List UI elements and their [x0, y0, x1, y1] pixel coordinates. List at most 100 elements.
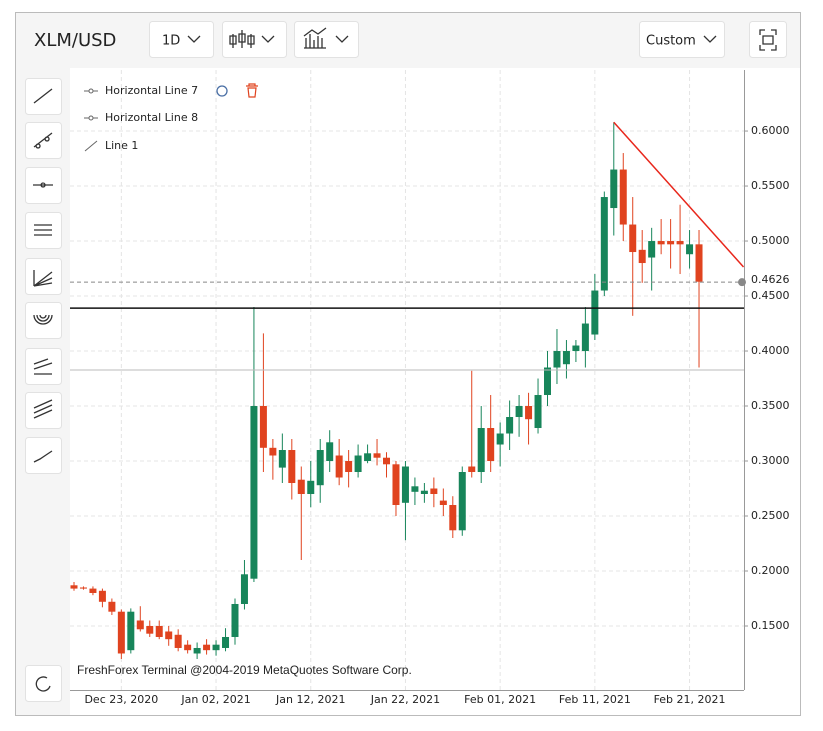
- candle-body: [477, 428, 485, 473]
- candle-body: [174, 634, 182, 648]
- candle-body: [619, 169, 627, 225]
- candle-body: [468, 466, 476, 473]
- candle-body: [439, 500, 447, 506]
- candle-body: [288, 450, 296, 484]
- fullscreen-icon: [759, 29, 777, 51]
- tool-icon: [33, 270, 53, 287]
- candle-body: [610, 169, 618, 209]
- candle-body: [240, 574, 248, 604]
- drawing-item[interactable]: Horizontal Line 8: [105, 111, 198, 124]
- delete-icon[interactable]: [246, 83, 258, 98]
- candle-body: [648, 241, 656, 258]
- y-tick-label: 0.6000: [751, 124, 790, 137]
- candle-body: [364, 453, 372, 462]
- tool[interactable]: [25, 437, 62, 474]
- settings-icon[interactable]: [216, 85, 228, 97]
- candle-body: [269, 447, 277, 456]
- x-tick-label: Feb 01, 2021: [464, 693, 536, 706]
- line-icon: [84, 140, 98, 152]
- indicators-button[interactable]: [294, 21, 359, 58]
- candle-body: [212, 644, 220, 651]
- chart-area: [70, 68, 800, 715]
- x-tick-label: Jan 22, 2021: [370, 693, 440, 706]
- y-tick-label: 0.5500: [751, 179, 790, 192]
- candle-body: [127, 611, 135, 651]
- candle-body: [297, 479, 305, 495]
- tool[interactable]: [25, 122, 62, 159]
- candle-body: [695, 244, 703, 282]
- candle-body: [657, 241, 665, 245]
- current-price-label: 0.4626: [751, 273, 790, 286]
- drawing-item[interactable]: Horizontal Line 7: [105, 84, 198, 97]
- tool[interactable]: [25, 392, 62, 429]
- candle-icon: [229, 30, 255, 48]
- candle-body: [146, 625, 154, 634]
- drawing-item[interactable]: Line 1: [105, 139, 138, 152]
- candle-body: [231, 603, 239, 637]
- y-tick-label: 0.3000: [751, 454, 790, 467]
- tool-buttons: [25, 78, 62, 702]
- candle-body: [430, 488, 438, 495]
- x-tick-label: Feb 11, 2021: [559, 693, 631, 706]
- candle-body: [581, 323, 589, 352]
- candle-body: [184, 644, 192, 651]
- view: Custom: [646, 34, 696, 49]
- chevron: [261, 35, 275, 43]
- chevron: [703, 35, 717, 43]
- timeframe: 1D: [162, 34, 180, 49]
- chevron: [335, 35, 349, 43]
- chevron: [187, 35, 201, 43]
- candle-body: [383, 457, 391, 465]
- indicator-icon: [303, 27, 327, 49]
- candle-body: [600, 197, 608, 291]
- tool[interactable]: [25, 665, 62, 702]
- trend-line: [613, 121, 745, 268]
- y-tick-label: 0.3500: [751, 399, 790, 412]
- candle-body: [316, 450, 324, 486]
- candle-body: [307, 480, 315, 495]
- tool[interactable]: [25, 78, 62, 115]
- candle-body: [496, 433, 504, 445]
- y-tick-label: 0.1500: [751, 619, 790, 632]
- candle-body: [458, 472, 466, 531]
- candle-body: [259, 406, 267, 448]
- candle-body: [667, 241, 675, 245]
- candle-body: [250, 406, 258, 579]
- y-tick-label: 0.4500: [751, 289, 790, 302]
- current-price-dot: [738, 278, 746, 287]
- candle-body: [345, 461, 353, 473]
- candle-body: [193, 647, 201, 654]
- plot: 0.1500 0.2000 0.2500 0.3000 0.3500 0.4000 0.45…: [70, 70, 790, 706]
- candle-body: [572, 345, 580, 352]
- timeframe-button[interactable]: [149, 21, 214, 58]
- candle-body: [203, 644, 211, 651]
- tool-icon: [33, 132, 53, 149]
- candle-body: [487, 428, 495, 462]
- candle-body: [515, 406, 523, 418]
- tool-icon: [33, 88, 53, 104]
- candle-body: [354, 455, 362, 473]
- x-tick-label: Jan 02, 2021: [180, 693, 250, 706]
- tool-icon: [33, 182, 53, 188]
- tool-icon: [34, 224, 52, 236]
- fullscreen-button[interactable]: [749, 21, 787, 58]
- x-tick-label: Feb 21, 2021: [654, 693, 726, 706]
- candle-body: [591, 290, 599, 335]
- view-button[interactable]: [639, 21, 725, 58]
- candle-body: [676, 241, 684, 245]
- tool-icon: [35, 676, 51, 692]
- candle-body: [629, 224, 637, 253]
- candle-body: [534, 395, 542, 429]
- x-tick-label: Jan 12, 2021: [275, 693, 345, 706]
- candle-body: [506, 417, 514, 434]
- candle-body: [335, 455, 343, 478]
- candle-body: [98, 590, 106, 602]
- candle-body: [117, 611, 125, 654]
- symbol: XLM/USD: [34, 30, 116, 51]
- y-tick-label: 0.5000: [751, 234, 790, 247]
- candle-body: [155, 625, 163, 637]
- candle-body: [420, 490, 428, 495]
- tool[interactable]: [25, 258, 62, 295]
- candle-body: [544, 367, 551, 396]
